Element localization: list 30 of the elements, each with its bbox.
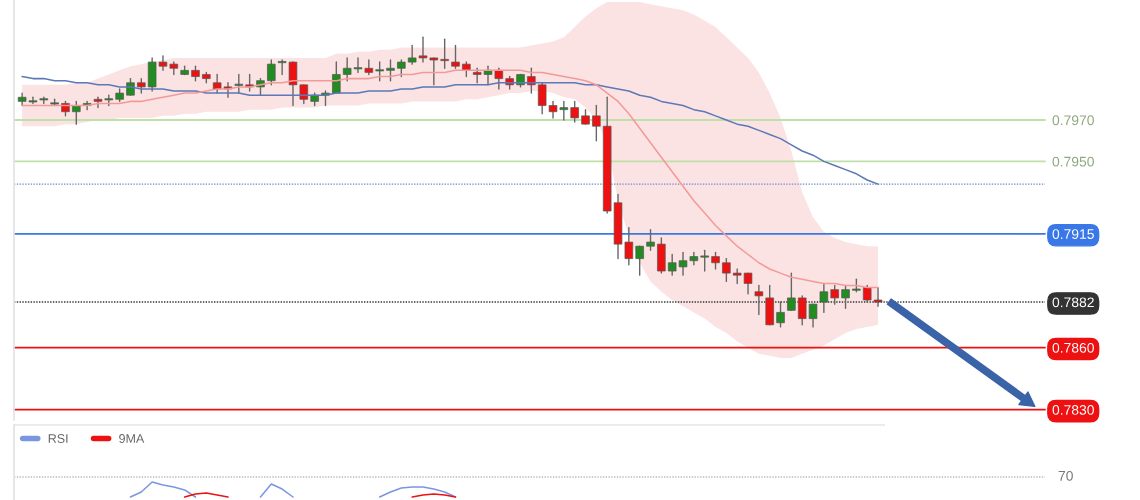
candlestick — [234, 73, 244, 94]
candlestick — [332, 61, 341, 94]
candlestick — [375, 61, 384, 82]
candlestick — [700, 249, 709, 272]
candlestick — [841, 284, 850, 309]
candlestick — [787, 272, 796, 312]
y-tick-label: 0.7915 — [1052, 229, 1094, 239]
candlestick — [592, 104, 601, 142]
legend-label: RSI — [48, 434, 68, 443]
y-tick-label: 0.7950 — [1052, 156, 1094, 167]
candlestick — [440, 38, 449, 69]
candlestick — [819, 282, 829, 314]
candlestick — [830, 284, 839, 305]
candlestick — [267, 59, 276, 86]
y-tick-label: 0.7830 — [1052, 404, 1094, 415]
line-series — [21, 75, 879, 185]
legend-label: 9MA — [119, 434, 145, 443]
text: 70 — [1058, 470, 1073, 481]
candlestick — [386, 59, 395, 82]
candlestick — [776, 301, 785, 328]
candlestick — [635, 245, 644, 276]
candlestick — [722, 257, 731, 283]
candlestick — [451, 44, 460, 69]
candlestick — [72, 100, 81, 125]
y-tick-label: 0.7860 — [1052, 342, 1094, 353]
y-tick-label: 0.7970 — [1052, 115, 1094, 126]
candlestick — [646, 228, 655, 252]
candlestick — [570, 100, 579, 123]
y-tick-label: 0.7882 — [1052, 297, 1094, 308]
candlestick — [754, 284, 764, 316]
